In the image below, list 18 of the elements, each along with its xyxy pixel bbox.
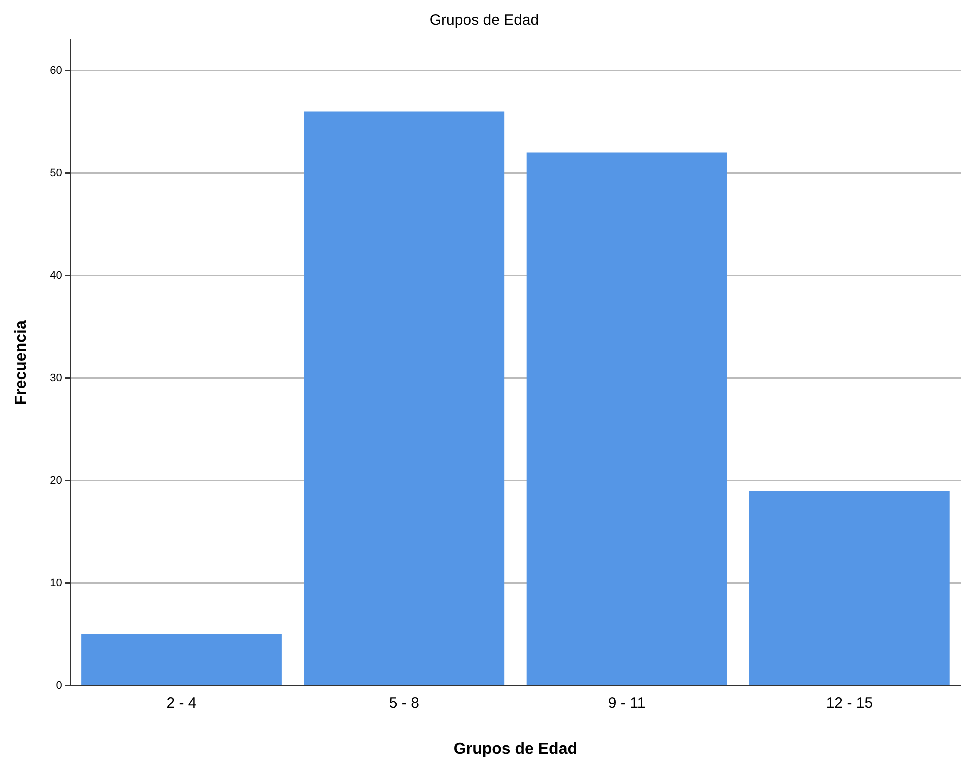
x-tick-label: 2 - 4	[166, 694, 197, 712]
chart-title: Grupos de Edad	[430, 12, 540, 30]
y-tick-label: 20	[50, 474, 62, 487]
bar	[82, 634, 282, 686]
x-tick-label: 12 - 15	[826, 694, 874, 712]
x-axis-title: Grupos de Edad	[454, 740, 578, 758]
x-tick-label: 5 - 8	[389, 694, 420, 712]
x-tick-label: 9 - 11	[608, 694, 646, 712]
bar	[304, 112, 505, 686]
y-axis-title: Frecuencia	[13, 320, 30, 406]
y-tick-label: 10	[50, 577, 62, 590]
bar	[749, 491, 950, 686]
y-tick-label: 60	[50, 64, 62, 77]
y-tick-label: 40	[50, 270, 62, 282]
y-tick-label: 50	[50, 167, 62, 180]
y-tick-label: 0	[56, 680, 62, 692]
y-tick-label: 30	[50, 372, 62, 384]
bar	[526, 152, 728, 686]
